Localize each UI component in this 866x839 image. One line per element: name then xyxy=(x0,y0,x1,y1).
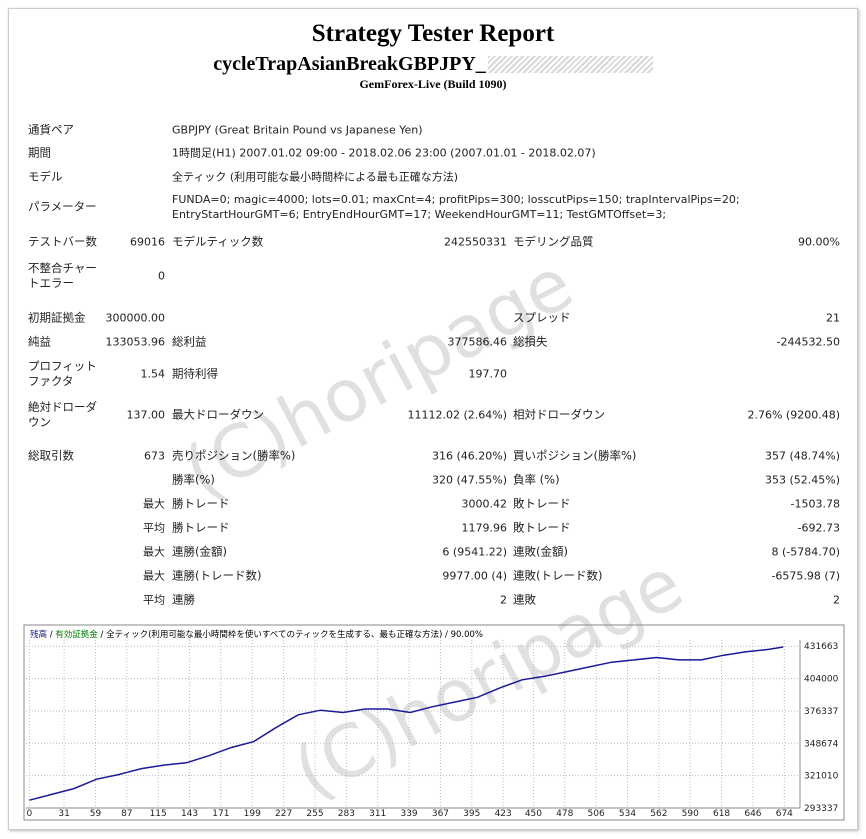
stat-value: 133053.96 xyxy=(105,335,166,349)
stat-value: 377586.46 xyxy=(447,335,508,349)
stat-label: 敗トレード xyxy=(513,520,571,535)
stat-label: 初期証拠金 xyxy=(28,310,86,325)
stat-value: 137.00 xyxy=(126,408,166,422)
masked-text xyxy=(487,56,653,73)
stat-label: 純益 xyxy=(28,334,51,349)
stat-value: 673 xyxy=(144,449,165,463)
stat-value: 8 (-5784.70) xyxy=(771,545,840,559)
row-value: GBPJPY (Great Britain Pound vs Japanese … xyxy=(172,123,423,137)
stat-value: 平均 xyxy=(143,521,165,535)
stat-value: 357 (48.74%) xyxy=(764,449,840,463)
stat-label: 総取引数 xyxy=(28,448,74,463)
stat-value: -244532.50 xyxy=(776,335,840,349)
stat-value: 320 (47.55%) xyxy=(431,473,507,487)
stat-value: 9977.00 (4) xyxy=(442,569,507,583)
report-frame xyxy=(8,8,858,830)
stat-label: 連勝(金額) xyxy=(172,544,227,559)
row-value: 全ティック (利用可能な最小時間枠による最も正確な方法) xyxy=(172,170,459,184)
row-label: 通貨ペア xyxy=(28,122,74,137)
row-label: 期間 xyxy=(28,145,51,160)
stat-value: 0 xyxy=(158,269,165,283)
subtitle: cycleTrapAsianBreakGBPJPY_ xyxy=(213,53,486,75)
row-value: FUNDA=0; magic=4000; lots=0.01; maxCnt=4… xyxy=(172,193,740,221)
row-value: 1時間足(H1) 2007.01.02 09:00 - 2018.02.06 2… xyxy=(172,146,596,160)
stat-value: 最大 xyxy=(143,545,165,559)
stat-value: -1503.78 xyxy=(790,497,840,511)
stat-label: 期待利得 xyxy=(172,366,218,381)
stat-label: テストバー数 xyxy=(28,234,97,249)
stat-value: 69016 xyxy=(130,235,165,249)
stat-value: 11112.02 (2.64%) xyxy=(407,408,507,422)
stat-value: 353 (52.45%) xyxy=(764,473,840,487)
stat-value: 2 xyxy=(833,593,840,607)
stat-value: 2 xyxy=(500,593,507,607)
stat-label: プロフィットファクタ xyxy=(28,359,97,388)
stat-label: 勝トレード xyxy=(172,496,230,511)
title: Strategy Tester Report xyxy=(311,20,555,47)
stat-value: -6575.98 (7) xyxy=(771,569,840,583)
stat-value: 3000.42 xyxy=(461,497,508,511)
stat-label: 勝トレード xyxy=(172,520,230,535)
row-label: モデル xyxy=(28,169,63,184)
stat-value: 21 xyxy=(826,311,840,325)
stat-label: モデルティック数 xyxy=(172,234,264,249)
stat-label: 総利益 xyxy=(172,334,207,349)
stat-label: 絶対ドローダウン xyxy=(28,400,97,429)
stat-label: 買いポジション(勝率%) xyxy=(513,448,637,463)
stat-label: 連勝(トレード数) xyxy=(172,568,262,583)
stat-value: 316 (46.20%) xyxy=(431,449,507,463)
stat-label: 連敗 xyxy=(513,592,536,607)
stat-label: 総損失 xyxy=(513,334,548,349)
stat-value: 300000.00 xyxy=(105,311,166,325)
row-label: パラメーター xyxy=(28,199,97,214)
stat-value: 1179.96 xyxy=(461,521,508,535)
stat-label: 売りポジション(勝率%) xyxy=(172,448,296,463)
stat-label: 連敗(金額) xyxy=(513,544,568,559)
stat-label: モデリング品質 xyxy=(513,234,594,249)
subtitle-row: cycleTrapAsianBreakGBPJPY_ xyxy=(0,53,866,76)
stat-label: 負率 (%) xyxy=(513,472,560,487)
stat-value: 最大 xyxy=(143,569,165,583)
build: GemForex-Live (Build 1090) xyxy=(359,77,507,91)
stat-label: 勝率(%) xyxy=(172,472,215,487)
stat-value: 197.70 xyxy=(468,367,508,381)
stat-label: 連敗(トレード数) xyxy=(513,568,603,583)
stat-value: 90.00% xyxy=(798,235,840,249)
stat-value: 242550331 xyxy=(444,235,507,249)
stat-value: 最大 xyxy=(143,497,165,511)
stat-value: 1.54 xyxy=(140,367,166,381)
stat-value: 平均 xyxy=(143,593,165,607)
stat-value: 6 (9541.22) xyxy=(442,545,507,559)
stat-value: -692.73 xyxy=(797,521,840,535)
stat-label: 敗トレード xyxy=(513,496,571,511)
stat-label: 最大ドローダウン xyxy=(172,407,264,422)
stat-value: 2.76% (9200.48) xyxy=(747,408,840,422)
stat-label: スプレッド xyxy=(513,310,571,325)
stat-label: 不整合チャートエラー xyxy=(28,261,97,290)
stat-label: 連勝 xyxy=(172,592,195,607)
stat-label: 相対ドローダウン xyxy=(513,407,605,422)
